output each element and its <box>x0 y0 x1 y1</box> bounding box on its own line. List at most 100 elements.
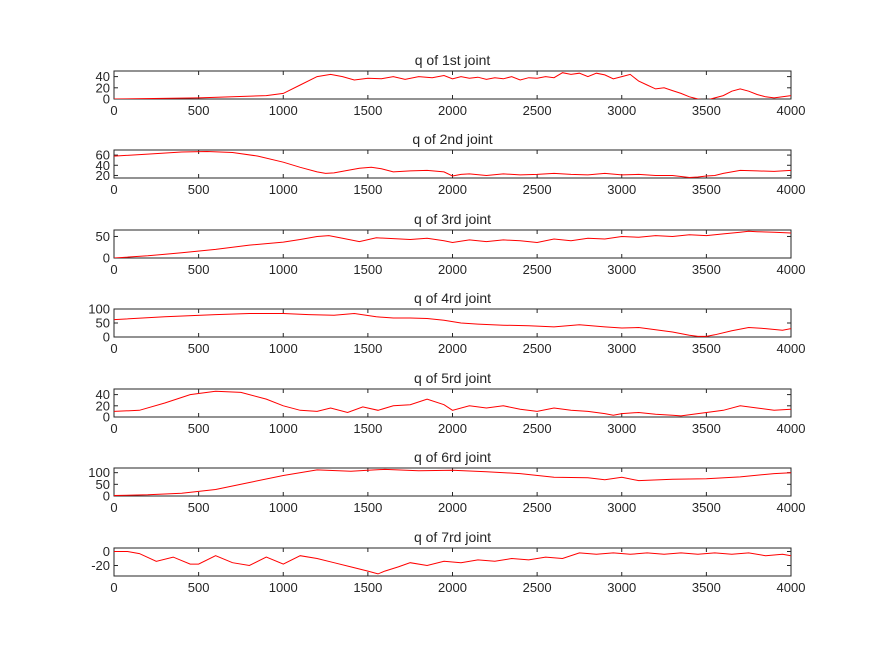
y-tick-label: 40 <box>96 69 110 84</box>
x-tick-label: 3000 <box>607 262 636 277</box>
x-tick-label: 0 <box>110 500 117 515</box>
x-tick-label: 1000 <box>269 262 298 277</box>
x-tick-label: 0 <box>110 421 117 436</box>
y-tick-label: 0 <box>103 489 110 504</box>
x-tick-label: 1000 <box>269 580 298 595</box>
x-tick-label: 3500 <box>692 103 721 118</box>
subplot-title: q of 5rd joint <box>414 370 491 386</box>
x-tick-label: 1500 <box>353 421 382 436</box>
x-tick-label: 3000 <box>607 341 636 356</box>
y-tick-label: 60 <box>96 148 110 163</box>
x-tick-label: 3500 <box>692 182 721 197</box>
y-tick-label: 100 <box>88 302 110 317</box>
x-tick-label: 0 <box>110 262 117 277</box>
subplot-title: q of 4rd joint <box>414 290 491 306</box>
y-tick-label: 100 <box>88 465 110 480</box>
x-tick-label: 2000 <box>438 421 467 436</box>
x-tick-label: 2000 <box>438 500 467 515</box>
x-tick-label: 1500 <box>353 182 382 197</box>
x-tick-label: 3500 <box>692 262 721 277</box>
x-tick-label: 1000 <box>269 421 298 436</box>
x-tick-label: 3500 <box>692 580 721 595</box>
subplot-title: q of 2nd joint <box>412 131 492 147</box>
y-tick-label: 50 <box>96 316 110 331</box>
x-tick-label: 4000 <box>777 103 806 118</box>
y-tick-label: 40 <box>96 387 110 402</box>
x-tick-label: 2500 <box>523 500 552 515</box>
x-tick-label: 4000 <box>777 341 806 356</box>
x-tick-label: 1000 <box>269 182 298 197</box>
subplot-5: q of 5rd joint 0 500 1000 1500 2000 2500 3000 35… <box>96 370 806 436</box>
series-line <box>114 468 791 496</box>
subplot-title: q of 7rd joint <box>414 529 491 545</box>
x-tick-label: 2000 <box>438 262 467 277</box>
x-tick-label: 1500 <box>353 500 382 515</box>
subplot-1: q of 1st joint 0 500 1000 1500 2000 2500 3000 35… <box>96 52 806 118</box>
series-line <box>114 150 791 178</box>
x-tick-label: 500 <box>188 421 210 436</box>
x-tick-label: 1500 <box>353 103 382 118</box>
subplot-title: q of 3rd joint <box>414 211 491 227</box>
y-tick-label: 50 <box>96 477 110 492</box>
x-tick-label: 1000 <box>269 500 298 515</box>
axes-frame <box>113 229 792 259</box>
x-tick-label: 3500 <box>692 421 721 436</box>
x-tick-label: 1000 <box>269 341 298 356</box>
x-tick-label: 500 <box>188 103 210 118</box>
subplot-title: q of 6rd joint <box>414 449 491 465</box>
subplot-7: q of 7rd joint 0 500 1000 1500 2000 2500 3000 35… <box>91 529 805 595</box>
y-tick-label: 20 <box>96 80 110 95</box>
x-tick-label: 1500 <box>353 341 382 356</box>
x-tick-label: 2500 <box>523 421 552 436</box>
x-tick-label: 2000 <box>438 341 467 356</box>
x-tick-label: 3000 <box>607 500 636 515</box>
series-line <box>114 390 791 417</box>
axes-frame <box>113 70 792 100</box>
x-tick-label: 3000 <box>607 580 636 595</box>
y-tick-label: 40 <box>96 158 110 173</box>
x-tick-label: 3500 <box>692 500 721 515</box>
x-tick-label: 500 <box>188 580 210 595</box>
series-line <box>114 72 791 99</box>
series-line <box>114 230 791 258</box>
x-tick-label: 2000 <box>438 182 467 197</box>
y-tick-label: 0 <box>103 410 110 425</box>
x-tick-label: 4000 <box>777 580 806 595</box>
axes-frame <box>113 149 792 179</box>
x-tick-label: 1000 <box>269 103 298 118</box>
series-line <box>114 312 791 337</box>
x-tick-label: 0 <box>110 341 117 356</box>
axes-frame <box>113 388 792 418</box>
y-tick-label: 0 <box>103 92 110 107</box>
x-tick-label: 4000 <box>777 500 806 515</box>
x-tick-label: 0 <box>110 103 117 118</box>
x-tick-label: 3000 <box>607 421 636 436</box>
x-tick-label: 2500 <box>523 182 552 197</box>
x-tick-label: 2500 <box>523 103 552 118</box>
x-tick-label: 1500 <box>353 262 382 277</box>
axes-frame <box>113 308 792 338</box>
x-tick-label: 2500 <box>523 580 552 595</box>
x-tick-label: 3500 <box>692 341 721 356</box>
x-tick-label: 0 <box>110 182 117 197</box>
y-tick-label: 20 <box>96 398 110 413</box>
x-tick-label: 3000 <box>607 182 636 197</box>
series-line <box>114 551 791 575</box>
x-tick-label: 500 <box>188 182 210 197</box>
x-tick-label: 3000 <box>607 103 636 118</box>
x-tick-label: 500 <box>188 262 210 277</box>
y-tick-label: 0 <box>103 251 110 266</box>
y-tick-label: 50 <box>96 229 110 244</box>
y-tick-label: 20 <box>96 168 110 183</box>
x-tick-label: 4000 <box>777 262 806 277</box>
subplot-2: q of 2nd joint 0 500 1000 1500 2000 2500 3000 35… <box>96 131 806 197</box>
x-tick-label: 500 <box>188 500 210 515</box>
x-tick-label: 4000 <box>777 421 806 436</box>
y-tick-label: 0 <box>103 544 110 559</box>
x-tick-label: 2500 <box>523 341 552 356</box>
axes-frame <box>113 467 792 497</box>
